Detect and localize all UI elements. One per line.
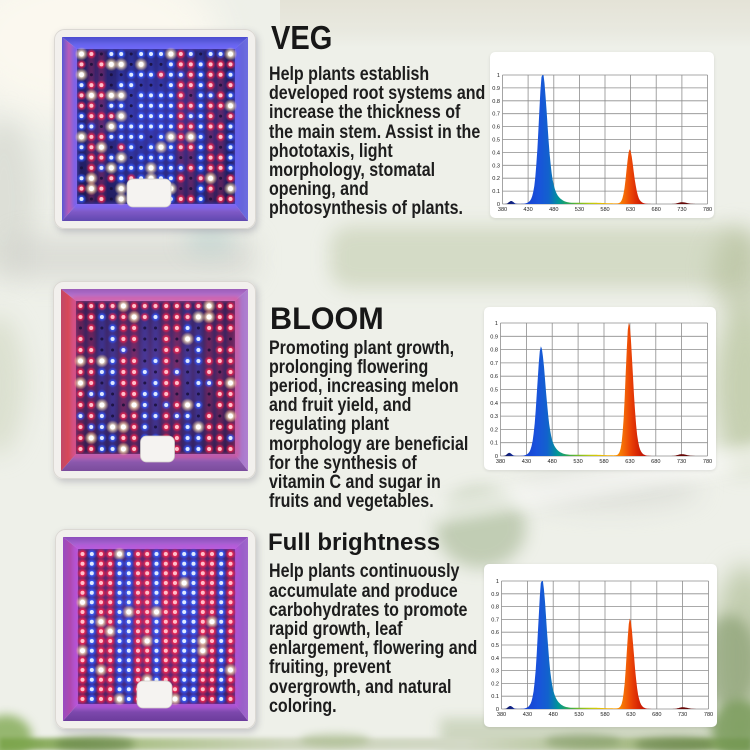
svg-text:480: 480: [548, 459, 557, 465]
svg-text:0.5: 0.5: [491, 643, 499, 649]
svg-text:380: 380: [496, 459, 505, 465]
svg-text:480: 480: [549, 712, 558, 718]
svg-text:430: 430: [523, 207, 532, 213]
svg-text:630: 630: [626, 207, 635, 213]
svg-text:730: 730: [677, 207, 686, 213]
svg-text:0: 0: [495, 454, 498, 460]
svg-text:580: 580: [600, 712, 609, 718]
svg-text:0: 0: [497, 202, 500, 208]
svg-text:0.8: 0.8: [490, 348, 498, 354]
svg-text:780: 780: [703, 459, 712, 465]
svg-text:1: 1: [495, 321, 498, 327]
svg-text:580: 580: [599, 459, 608, 465]
svg-text:0.6: 0.6: [492, 125, 500, 131]
svg-text:530: 530: [573, 459, 582, 465]
svg-text:0.1: 0.1: [490, 441, 498, 447]
svg-text:580: 580: [600, 207, 609, 213]
svg-text:630: 630: [625, 459, 634, 465]
svg-text:0.3: 0.3: [491, 669, 499, 675]
svg-text:0.2: 0.2: [491, 681, 499, 687]
svg-text:0.7: 0.7: [492, 112, 500, 118]
svg-text:0.3: 0.3: [492, 163, 500, 169]
svg-text:0.7: 0.7: [491, 617, 499, 623]
svg-text:0.5: 0.5: [490, 388, 498, 394]
svg-text:0.3: 0.3: [490, 414, 498, 420]
svg-text:0.1: 0.1: [491, 694, 499, 700]
svg-text:0.4: 0.4: [492, 150, 500, 156]
svg-text:0.8: 0.8: [492, 99, 500, 105]
svg-text:780: 780: [704, 712, 713, 718]
svg-text:0.6: 0.6: [490, 374, 498, 380]
svg-text:0.5: 0.5: [492, 138, 500, 144]
svg-text:0.2: 0.2: [490, 427, 498, 433]
svg-text:430: 430: [522, 459, 531, 465]
svg-text:0.1: 0.1: [492, 189, 500, 195]
svg-text:0.9: 0.9: [492, 86, 500, 92]
svg-text:530: 530: [575, 207, 584, 213]
svg-text:530: 530: [574, 712, 583, 718]
svg-text:1: 1: [497, 73, 500, 79]
svg-text:0.6: 0.6: [491, 630, 499, 636]
svg-text:0.7: 0.7: [490, 361, 498, 367]
svg-text:0.2: 0.2: [492, 176, 500, 182]
svg-text:0.9: 0.9: [491, 592, 499, 598]
svg-text:380: 380: [498, 207, 507, 213]
svg-text:430: 430: [523, 712, 532, 718]
svg-text:1: 1: [496, 579, 499, 585]
svg-text:680: 680: [651, 459, 660, 465]
svg-text:680: 680: [652, 207, 661, 213]
svg-text:780: 780: [703, 207, 712, 213]
svg-text:680: 680: [652, 712, 661, 718]
svg-text:0.8: 0.8: [491, 605, 499, 611]
svg-text:380: 380: [497, 712, 506, 718]
svg-text:630: 630: [626, 712, 635, 718]
svg-text:480: 480: [549, 207, 558, 213]
svg-text:0.4: 0.4: [491, 656, 499, 662]
svg-text:0.4: 0.4: [490, 401, 498, 407]
svg-text:0.9: 0.9: [490, 334, 498, 340]
svg-text:730: 730: [677, 459, 686, 465]
svg-text:730: 730: [678, 712, 687, 718]
svg-text:0: 0: [496, 707, 499, 713]
